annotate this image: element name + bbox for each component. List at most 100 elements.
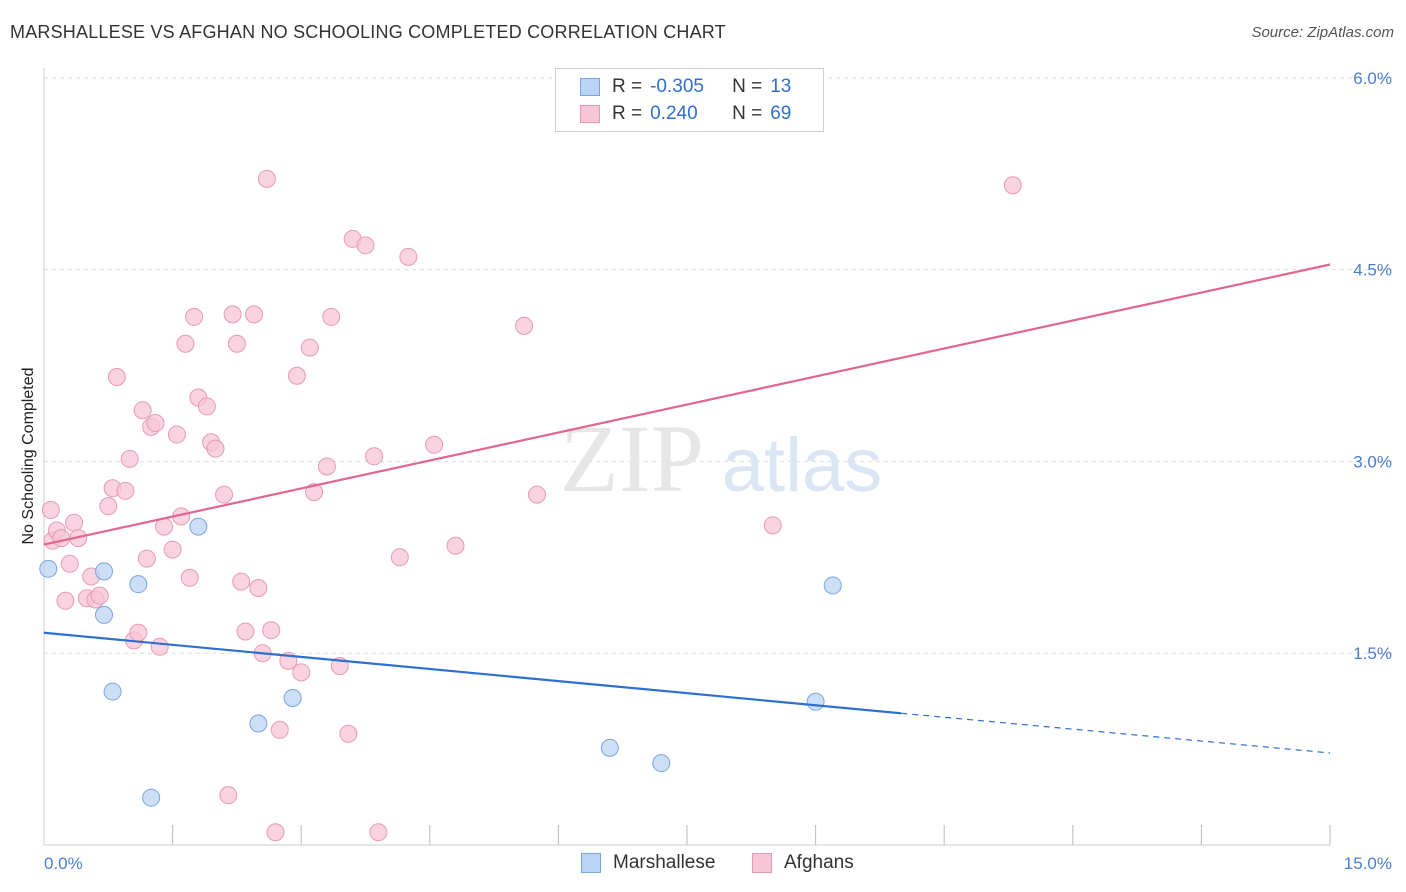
afghan-point — [60, 554, 79, 573]
marshallese-point — [600, 738, 619, 757]
afghan-point — [266, 823, 285, 842]
afghan-point — [116, 481, 135, 500]
afghan-point — [339, 724, 358, 743]
afghan-point — [133, 401, 152, 420]
afghan-trend-line — [43, 263, 1331, 546]
legend-n-value: 69 — [770, 103, 792, 124]
afghan-point — [399, 247, 418, 266]
legend-item-afghans[interactable]: Afghans — [752, 852, 854, 874]
correlation-legend: R = -0.305 N = 13 R = 0.240 N = 69 — [555, 68, 824, 132]
afghan-point — [292, 663, 311, 682]
marshallese-point — [249, 714, 268, 733]
afghan-point — [56, 591, 75, 610]
afghan-point — [232, 572, 251, 591]
watermark: ZIP atlas — [560, 405, 882, 512]
marshallese-point — [129, 575, 148, 594]
gridlines — [44, 77, 1392, 654]
marshallese-point — [652, 754, 671, 773]
afghan-point — [176, 334, 195, 353]
afghan-point — [249, 578, 268, 597]
afghan-point — [180, 568, 199, 587]
afghan-point — [287, 366, 306, 385]
afghan-point — [65, 513, 84, 532]
afghan-point — [137, 549, 156, 568]
legend-r-label: R = — [612, 76, 643, 97]
afghan-point — [129, 623, 148, 642]
legend-n-label: N = — [732, 103, 763, 124]
afghan-point — [52, 529, 71, 548]
legend-row-marshallese: R = -0.305 N = 13 — [580, 74, 791, 100]
afghan-point — [305, 483, 324, 502]
afghan-point — [390, 548, 409, 567]
legend-label-marshallese: Marshallese — [613, 852, 716, 873]
marshallese-point — [103, 682, 122, 701]
legend-r-value: 0.240 — [650, 103, 698, 124]
afghan-swatch — [752, 853, 772, 873]
afghan-point — [167, 425, 186, 444]
afghan-point — [150, 637, 169, 656]
watermark-zip: ZIP — [560, 405, 704, 512]
legend-r-label: R = — [612, 103, 643, 124]
afghan-point — [262, 621, 281, 640]
y-tick-label: 4.5% — [1353, 261, 1392, 280]
afghan-point — [107, 368, 126, 387]
marshallese-point — [95, 562, 114, 581]
marshallese-point — [283, 688, 302, 707]
afghan-point — [90, 586, 109, 605]
legend-row-afghans: R = 0.240 N = 69 — [580, 101, 791, 127]
chart-title: MARSHALLESE VS AFGHAN NO SCHOOLING COMPL… — [10, 22, 726, 42]
legend-label-afghans: Afghans — [784, 852, 854, 873]
afghan-points — [41, 169, 1022, 842]
afghan-point — [236, 622, 255, 641]
afghan-point — [197, 397, 216, 416]
afghan-point — [763, 516, 782, 535]
marshallese-trend-line — [43, 631, 902, 715]
y-axis-title: No Schooling Completed — [20, 368, 37, 545]
afghan-point — [317, 457, 336, 476]
afghan-point — [257, 169, 276, 188]
legend-n-value: 13 — [770, 76, 792, 97]
series-legend: Marshallese Afghans — [0, 852, 1406, 878]
marshallese-point — [142, 788, 161, 807]
legend-n-label: N = — [732, 76, 763, 97]
afghan-swatch — [580, 105, 600, 123]
afghan-point — [215, 485, 234, 504]
afghan-point — [120, 449, 139, 468]
afghan-point — [223, 305, 242, 324]
x-ticks — [172, 825, 1331, 845]
afghan-point — [219, 786, 238, 805]
marshallese-trend-extension — [901, 712, 1331, 754]
marshallese-swatch — [581, 853, 601, 873]
afghan-point — [99, 497, 118, 516]
y-tick-labels: 1.5% 3.0% 4.5% 6.0% — [1353, 69, 1392, 663]
afghan-point — [227, 334, 246, 353]
afghan-point — [322, 307, 341, 326]
afghan-point — [527, 485, 546, 504]
afghan-point — [425, 435, 444, 454]
x-tick-label: 15.0% — [1344, 854, 1392, 873]
trend-lines — [43, 263, 1331, 754]
afghan-point — [356, 236, 375, 255]
afghan-point — [369, 823, 388, 842]
afghan-point — [270, 720, 289, 739]
afghan-point — [365, 447, 384, 466]
afghan-point — [446, 536, 465, 555]
x-tick-label: 0.0% — [44, 854, 83, 873]
legend-r-value: -0.305 — [650, 76, 704, 97]
afghan-point — [146, 414, 165, 433]
afghan-point — [245, 305, 264, 324]
x-tick-labels: 0.0% 15.0% — [44, 854, 1392, 873]
afghan-point — [185, 307, 204, 326]
afghan-point — [1003, 176, 1022, 195]
y-tick-label: 6.0% — [1353, 69, 1392, 88]
afghan-point — [163, 540, 182, 559]
afghan-point — [300, 338, 319, 357]
y-tick-label: 3.0% — [1353, 452, 1392, 471]
watermark-atlas: atlas — [722, 423, 883, 508]
legend-item-marshallese[interactable]: Marshallese — [581, 852, 715, 874]
afghan-point — [515, 316, 534, 335]
marshallese-point — [39, 559, 58, 578]
y-tick-label: 1.5% — [1353, 644, 1392, 663]
marshallese-points — [39, 517, 842, 807]
